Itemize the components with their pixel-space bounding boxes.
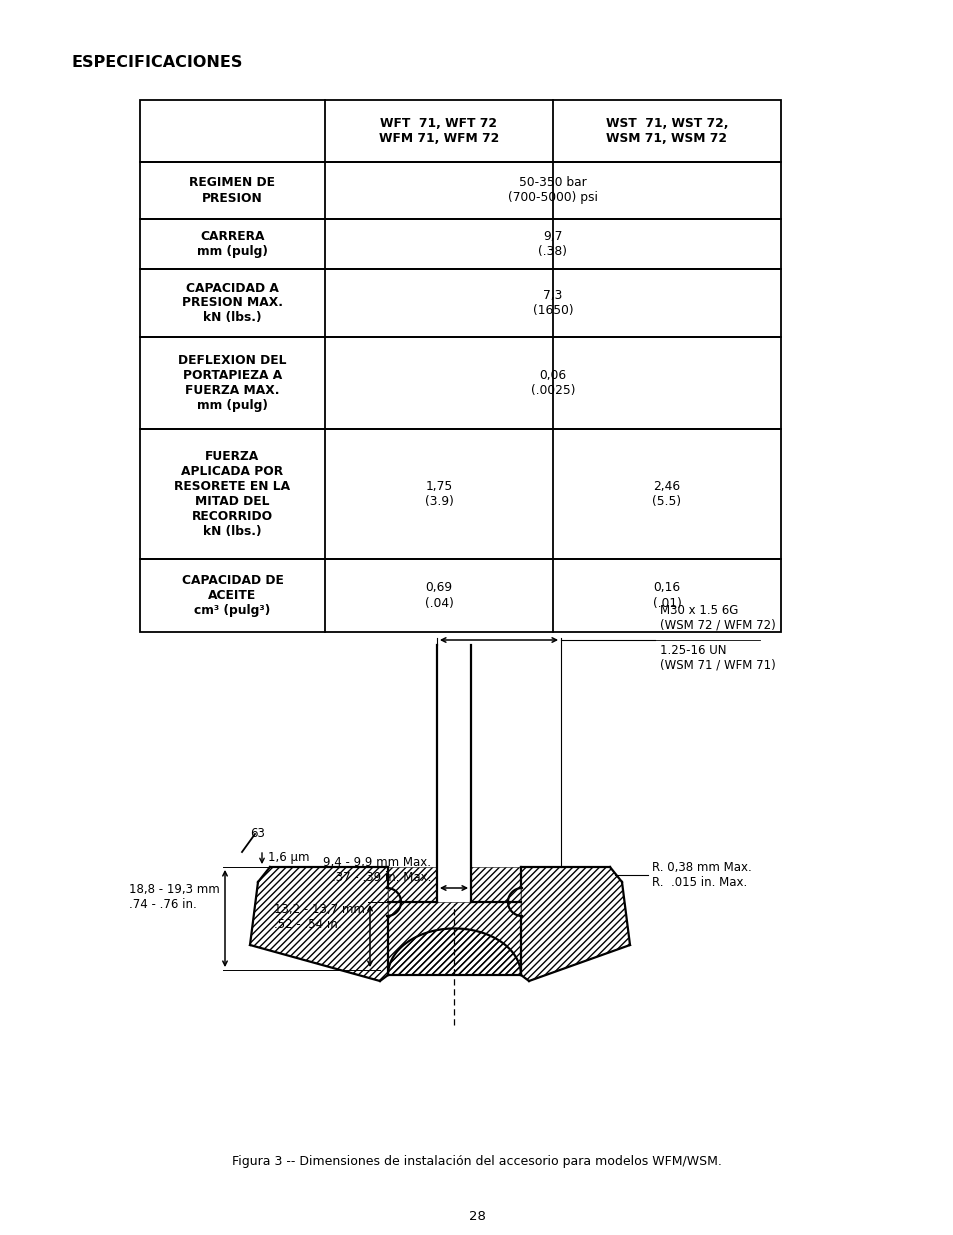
Text: 7,3
(1650): 7,3 (1650) xyxy=(532,289,573,317)
Text: WFT  71, WFT 72
WFM 71, WFM 72: WFT 71, WFT 72 WFM 71, WFM 72 xyxy=(378,117,498,144)
Text: ESPECIFICACIONES: ESPECIFICACIONES xyxy=(71,56,243,70)
Bar xyxy=(140,559,781,632)
Text: WST  71, WST 72,
WSM 71, WSM 72: WST 71, WST 72, WSM 71, WSM 72 xyxy=(605,117,727,144)
Bar xyxy=(140,429,781,559)
Text: 50-350 bar
(700-5000) psi: 50-350 bar (700-5000) psi xyxy=(508,177,598,205)
Text: Figura 3 -- Dimensiones de instalación del accesorio para modelos WFM/WSM.: Figura 3 -- Dimensiones de instalación d… xyxy=(232,1155,721,1168)
Text: REGIMEN DE
PRESION: REGIMEN DE PRESION xyxy=(190,177,275,205)
Text: 0,06
(.0025): 0,06 (.0025) xyxy=(530,369,575,396)
Text: R. 0,38 mm Max.
R.  .015 in. Max.: R. 0,38 mm Max. R. .015 in. Max. xyxy=(651,861,751,889)
Text: 63: 63 xyxy=(250,827,265,840)
Text: 9,4 - 9,9 mm Max.
.37 - .39 in. Max.: 9,4 - 9,9 mm Max. .37 - .39 in. Max. xyxy=(323,856,431,884)
Text: 0,69
(.04): 0,69 (.04) xyxy=(424,582,453,610)
Bar xyxy=(140,337,781,429)
Bar xyxy=(140,162,781,219)
Text: CARRERA
mm (pulg): CARRERA mm (pulg) xyxy=(197,230,268,258)
Text: 13,2 - 13,7 mm
.52 - .54 in.: 13,2 - 13,7 mm .52 - .54 in. xyxy=(274,903,365,931)
Text: 1,6 μm: 1,6 μm xyxy=(268,851,309,863)
Text: 9,7
(.38): 9,7 (.38) xyxy=(537,230,567,258)
Text: CAPACIDAD DE
ACEITE
cm³ (pulg³): CAPACIDAD DE ACEITE cm³ (pulg³) xyxy=(181,574,283,618)
Text: 1,75
(3.9): 1,75 (3.9) xyxy=(424,480,453,508)
Text: 0,16
(.01): 0,16 (.01) xyxy=(652,582,680,610)
Text: 2,46
(5.5): 2,46 (5.5) xyxy=(652,480,680,508)
Text: 28: 28 xyxy=(468,1210,485,1223)
Text: FUERZA
APLICADA POR
RESORETE EN LA
MITAD DEL
RECORRIDO
kN (lbs.): FUERZA APLICADA POR RESORETE EN LA MITAD… xyxy=(174,450,291,538)
Text: M30 x 1.5 6G
(WSM 72 / WFM 72): M30 x 1.5 6G (WSM 72 / WFM 72) xyxy=(659,604,775,632)
Bar xyxy=(140,100,781,162)
Text: DEFLEXION DEL
PORTAPIEZA A
FUERZA MAX.
mm (pulg): DEFLEXION DEL PORTAPIEZA A FUERZA MAX. m… xyxy=(178,354,287,412)
Bar xyxy=(140,219,781,269)
Text: 18,8 - 19,3 mm
.74 - .76 in.: 18,8 - 19,3 mm .74 - .76 in. xyxy=(129,883,220,910)
Text: 1.25-16 UN
(WSM 71 / WFM 71): 1.25-16 UN (WSM 71 / WFM 71) xyxy=(659,643,775,672)
Text: CAPACIDAD A
PRESION MAX.
kN (lbs.): CAPACIDAD A PRESION MAX. kN (lbs.) xyxy=(182,282,283,325)
Bar xyxy=(140,269,781,337)
